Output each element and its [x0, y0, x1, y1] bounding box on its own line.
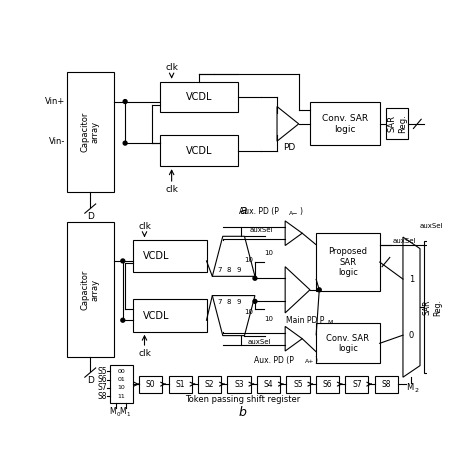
Text: 01: 01 [118, 377, 125, 382]
Text: M: M [327, 319, 332, 325]
Text: auxSel: auxSel [249, 227, 273, 233]
Text: S6: S6 [98, 375, 107, 384]
Text: VCDL: VCDL [143, 310, 169, 320]
Bar [160, 136, 237, 166]
Bar [109, 365, 133, 403]
Bar [310, 102, 380, 146]
Text: Conv. SAR
logic: Conv. SAR logic [327, 334, 369, 353]
Bar [198, 376, 221, 392]
Text: b: b [239, 406, 247, 419]
Text: 11: 11 [118, 394, 125, 399]
Text: M: M [119, 407, 126, 416]
Text: a: a [239, 204, 247, 218]
Text: Aux. PD (P: Aux. PD (P [254, 356, 294, 365]
Text: 9: 9 [236, 267, 240, 273]
Bar [374, 376, 398, 392]
Bar [316, 323, 380, 364]
Text: 10: 10 [245, 257, 254, 263]
Text: S4: S4 [264, 380, 273, 389]
Text: 9: 9 [236, 299, 240, 305]
Bar [316, 376, 339, 392]
Text: ): ) [299, 207, 302, 216]
Circle shape [123, 100, 127, 103]
Bar [67, 222, 113, 357]
Text: S3: S3 [234, 380, 244, 389]
Text: 10: 10 [118, 385, 125, 391]
Text: auxSel: auxSel [247, 339, 271, 345]
Text: S8: S8 [98, 392, 107, 401]
Bar [286, 376, 310, 392]
Text: 1: 1 [127, 411, 130, 417]
Circle shape [253, 300, 257, 303]
Text: auxSel: auxSel [420, 222, 444, 228]
Text: A−: A− [289, 210, 299, 216]
Text: VCDL: VCDL [185, 92, 212, 102]
Bar [133, 300, 207, 332]
Bar [67, 72, 113, 191]
Text: D: D [87, 212, 94, 221]
Text: 7: 7 [218, 299, 222, 305]
Text: ): ) [315, 356, 318, 365]
Text: 1: 1 [409, 274, 414, 283]
Text: 10: 10 [264, 250, 273, 256]
Bar [139, 376, 162, 392]
Text: Capacitor
array: Capacitor array [81, 270, 100, 310]
Text: Main PD P: Main PD P [286, 316, 324, 325]
Text: S1: S1 [175, 380, 185, 389]
Bar [228, 376, 251, 392]
Text: M: M [109, 407, 116, 416]
Text: S5: S5 [293, 380, 303, 389]
Text: Conv. SAR
logic: Conv. SAR logic [322, 114, 368, 134]
Bar [169, 376, 192, 392]
Text: Vin+: Vin+ [45, 97, 65, 106]
Text: 0: 0 [117, 411, 120, 417]
Text: Token passing shift register: Token passing shift register [185, 395, 301, 404]
Text: S2: S2 [205, 380, 214, 389]
Text: SAR
Reg.: SAR Reg. [423, 299, 442, 316]
Bar [257, 376, 280, 392]
Text: clk: clk [165, 185, 178, 194]
Text: VCDL: VCDL [143, 251, 169, 261]
Bar [133, 240, 207, 273]
Text: Vin-: Vin- [49, 137, 65, 146]
Bar [424, 241, 441, 374]
Text: S0: S0 [146, 380, 155, 389]
Text: S7: S7 [352, 380, 362, 389]
Circle shape [317, 288, 321, 292]
Bar [316, 233, 380, 291]
Text: 8: 8 [227, 267, 231, 273]
Text: 2: 2 [415, 388, 419, 393]
Text: S7: S7 [98, 383, 107, 392]
Text: Aux. PD (P: Aux. PD (P [239, 207, 279, 216]
Circle shape [253, 276, 257, 280]
Circle shape [123, 141, 127, 145]
Bar [160, 82, 237, 112]
Text: 00: 00 [118, 369, 125, 374]
Text: D: D [87, 376, 94, 385]
Text: 0: 0 [409, 331, 414, 340]
Text: 10: 10 [245, 309, 254, 315]
Text: VCDL: VCDL [185, 146, 212, 156]
Text: SAR
Reg.: SAR Reg. [387, 115, 407, 133]
Text: Capacitor
array: Capacitor array [81, 112, 100, 152]
Text: clk: clk [165, 63, 178, 72]
Bar [345, 376, 368, 392]
Text: Proposed
SAR
logic: Proposed SAR logic [328, 247, 367, 277]
Text: S8: S8 [382, 380, 391, 389]
Bar [386, 109, 408, 139]
Text: S6: S6 [323, 380, 332, 389]
Text: S5: S5 [98, 366, 107, 375]
Text: 7: 7 [218, 267, 222, 273]
Text: clk: clk [138, 222, 151, 231]
Text: 8: 8 [227, 299, 231, 305]
Text: A+: A+ [304, 359, 314, 365]
Text: clk: clk [138, 349, 151, 358]
Circle shape [121, 319, 125, 322]
Text: auxSel: auxSel [393, 238, 416, 244]
Text: 10: 10 [264, 316, 273, 322]
Text: PD: PD [283, 143, 296, 152]
Text: M: M [406, 383, 413, 392]
Circle shape [121, 259, 125, 263]
